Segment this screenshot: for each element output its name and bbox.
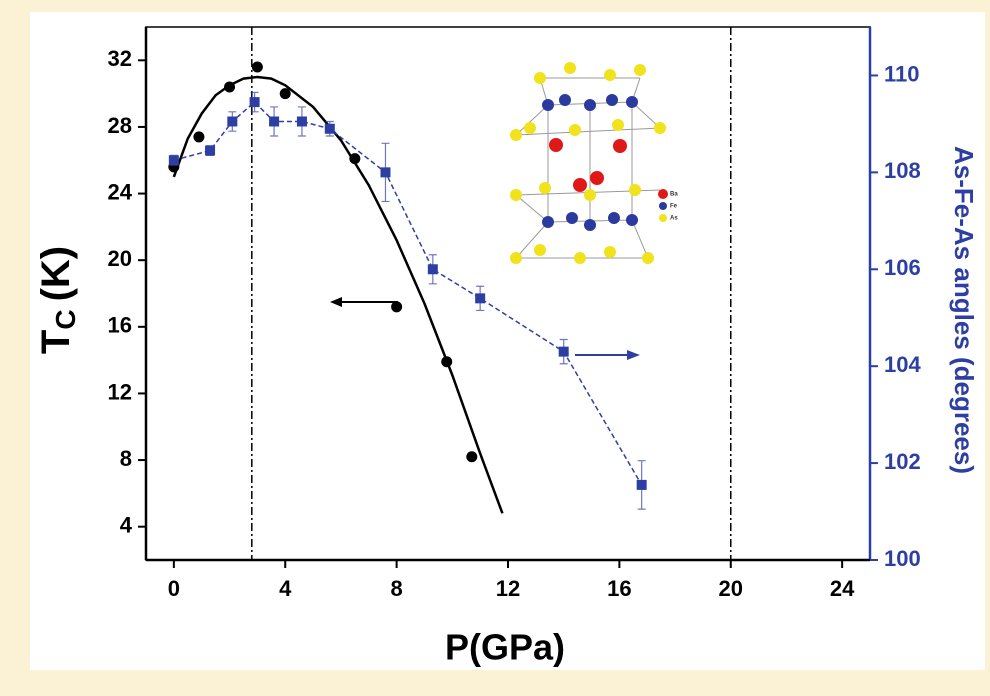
y-label-sub: C [50, 309, 81, 329]
y2-tick-label: 104 [884, 352, 921, 377]
data-point [391, 301, 403, 313]
y-label-unit: (K) [34, 246, 78, 302]
data-point [324, 123, 335, 134]
data-point [349, 153, 361, 165]
y2-tick-label: 102 [884, 449, 921, 474]
x-tick-label: 12 [496, 576, 520, 601]
x-tick-label: 16 [607, 576, 631, 601]
inset-legend: Ba Fe As [670, 192, 678, 222]
inset-legend-label: As [670, 216, 678, 222]
data-point [380, 167, 391, 178]
x-tick-label: 4 [279, 576, 292, 601]
y-tick-label: 8 [120, 446, 132, 471]
data-point [205, 145, 216, 156]
crystal-inset [510, 62, 668, 264]
y-axis-label: TC (K) [34, 246, 82, 354]
y-tick-label: 24 [108, 179, 133, 204]
y-axis-title: TC (K) [34, 246, 82, 354]
x-axis-label: P(GPa) [445, 627, 565, 668]
inset-legend-label: Fe [670, 204, 678, 210]
x-tick-label: 24 [830, 576, 855, 601]
y2-tick-label: 110 [884, 61, 920, 86]
y-tick-label: 20 [108, 246, 132, 271]
data-point [227, 116, 238, 127]
right-arrow [575, 350, 640, 360]
x-tick-label: 20 [719, 576, 743, 601]
y2-tick-label: 100 [884, 546, 921, 571]
data-point [193, 131, 205, 143]
data-point [279, 88, 291, 100]
y2-tick-label: 108 [884, 158, 921, 183]
inset-legend-label: Ba [670, 192, 678, 198]
y-tick-label: 32 [108, 46, 132, 71]
data-point [427, 264, 438, 275]
data-point [168, 155, 179, 166]
x-tick-label: 0 [168, 576, 180, 601]
data-point [636, 479, 647, 490]
panel [30, 12, 985, 670]
left-arrow [330, 297, 398, 307]
y2-axis-label: As-Fe-As angles (degrees) [949, 146, 979, 474]
y-tick-label: 4 [120, 513, 133, 538]
y-tick-label: 28 [108, 113, 132, 138]
data-point [269, 116, 280, 127]
y-tick-label: 12 [108, 379, 132, 404]
y-label-main: T [34, 330, 78, 354]
data-point [466, 451, 478, 463]
data-point [558, 346, 569, 357]
data-point [249, 97, 260, 108]
data-point [475, 293, 486, 304]
y2-tick-label: 106 [884, 255, 921, 280]
series-line [172, 75, 504, 514]
data-point [296, 116, 307, 127]
y-tick-label: 16 [108, 313, 132, 338]
x-tick-label: 8 [390, 576, 402, 601]
data-point [251, 61, 263, 73]
